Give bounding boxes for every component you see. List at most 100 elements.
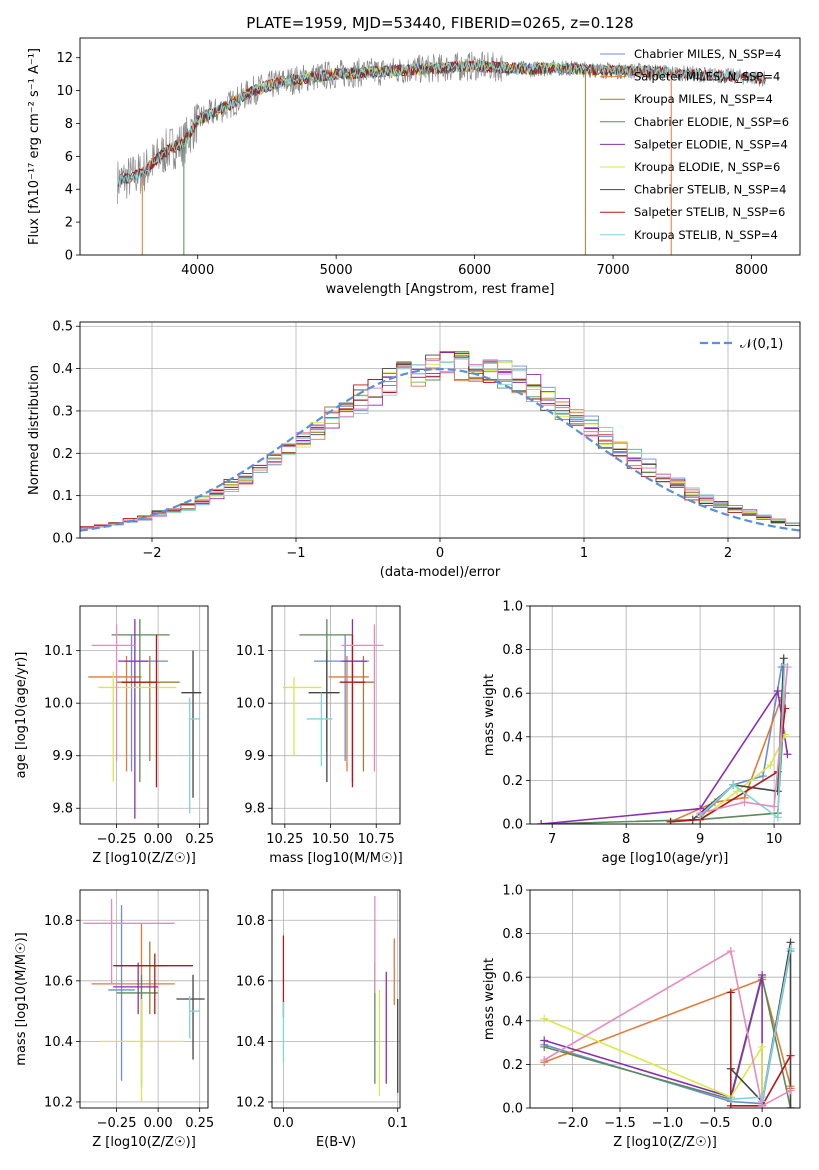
- residuals-ytick-label: 0.1: [52, 489, 73, 504]
- series-line: [541, 688, 789, 824]
- mass-vs-Z-ytick-label: 10.6: [44, 974, 73, 989]
- series-line: [699, 664, 786, 820]
- massweight-vs-age-xtick-label: 9: [696, 832, 704, 847]
- age-vs-Z-xlabel: Z [log10(Z/Z☉)]: [92, 851, 196, 866]
- series-point: [758, 1101, 767, 1108]
- mass-vs-ebv-panel: 0.0 0.1 10.2 10.4 10.6 10.8 E(B-V): [236, 889, 408, 1150]
- residuals-ylabel: Normed distribution: [27, 365, 42, 495]
- mass-vs-Z-ytick-label: 10.2: [44, 1095, 73, 1110]
- series-point: [696, 809, 705, 818]
- series-point: [786, 1086, 795, 1095]
- spectrum-ytick-label: 4: [65, 183, 73, 198]
- mass-vs-ebv-frame: [271, 889, 401, 1109]
- mass-vs-ebv-xlabel: E(B-V): [316, 1135, 356, 1150]
- massweight-vs-age-ytick-label: 0.2: [502, 774, 523, 789]
- mass-vs-Z-ytick-label: 10.8: [44, 914, 73, 929]
- massweight-vs-Z-ytick-label: 1.0: [502, 884, 523, 899]
- massweight-vs-age-ytick-label: 1.0: [502, 600, 523, 615]
- series-line: [670, 697, 783, 823]
- age-vs-mass-xlabel: mass [log10(M/M☉)]: [269, 851, 402, 866]
- normal-curve: [80, 367, 800, 532]
- series-line: [692, 658, 785, 821]
- series-line: [730, 992, 792, 1107]
- massweight-vs-age-ytick-label: 0.6: [502, 687, 523, 702]
- spectrum-xtick-label: 5000: [320, 263, 353, 278]
- mass-vs-Z-xtick-label: 0.25: [185, 1116, 214, 1131]
- residuals-panel: −2 −1 0 1 2 0.0 0.1 0.2 0.3 0.4 0.5 (data-model)/er…: [27, 320, 801, 580]
- massweight-vs-age-ylabel: mass weight: [482, 674, 497, 756]
- mass-vs-Z-xtick-label: −0.25: [97, 1116, 137, 1131]
- series-point: [537, 820, 546, 824]
- legend-label: Salpeter ELODIE, N_SSP=4: [634, 137, 788, 151]
- massweight-vs-Z-xtick-label: −1.0: [652, 1116, 684, 1131]
- age-vs-mass-ytick-label: 9.8: [244, 802, 265, 817]
- series-point: [758, 971, 767, 980]
- residuals-xtick-label: −2: [142, 546, 161, 561]
- massweight-vs-Z-xtick-label: −1.5: [604, 1116, 636, 1131]
- mass-vs-ebv-xtick-label: 0.0: [273, 1116, 294, 1131]
- series-line: [543, 949, 791, 1108]
- residuals-ytick-label: 0.2: [52, 447, 73, 462]
- massweight-vs-Z-xlabel: Z [log10(Z/Z☉)]: [613, 1135, 717, 1150]
- series-point: [786, 944, 795, 953]
- age-vs-Z-panel: −0.25 0.00 0.25 9.8 9.9 10.0 10.1 Z [log10(Z/Z☉…: [14, 605, 214, 866]
- residuals-plot: [80, 351, 800, 532]
- spectrum-xtick-label: 7000: [597, 263, 630, 278]
- series-point: [783, 750, 792, 759]
- observed-spectrum: [117, 51, 766, 205]
- age-vs-mass-ytick-label: 10.1: [236, 644, 265, 659]
- massweight-vs-Z-panel: −2.0 −1.5 −1.0 −0.5 0.0 0.0 0.2 0.4 0.6 0.8 1.0 Z […: [482, 884, 801, 1150]
- massweight-vs-Z-plot: [540, 938, 795, 1108]
- series-point: [540, 1056, 549, 1065]
- age-vs-mass-frame: [271, 605, 401, 825]
- series-point: [666, 817, 675, 824]
- age-vs-Z-xtick-label: 0.25: [185, 832, 214, 847]
- age-vs-Z-ytick-label: 9.9: [52, 749, 73, 764]
- residuals-xtick-label: 1: [580, 546, 588, 561]
- massweight-vs-age-ytick-label: 0.4: [502, 730, 523, 745]
- spectrum-plot: [116, 51, 766, 255]
- series-point: [733, 787, 742, 796]
- mass-vs-Z-ylabel: mass [log10(M/M☉)]: [14, 932, 29, 1065]
- age-vs-mass-ytick-label: 9.9: [244, 749, 265, 764]
- series-point: [786, 1104, 795, 1108]
- residuals-ytick-label: 0.4: [52, 362, 73, 377]
- series-point: [759, 772, 768, 781]
- series-line: [541, 693, 786, 824]
- series-point: [740, 798, 749, 807]
- series-line: [543, 1017, 763, 1106]
- series-point: [540, 1014, 549, 1023]
- series-line: [699, 666, 789, 814]
- massweight-vs-Z-ytick-label: 0.0: [502, 1102, 523, 1117]
- mass-vs-Z-xlabel: Z [log10(Z/Z☉)]: [92, 1135, 196, 1150]
- legend-label: 𝒩(0,1): [740, 337, 783, 352]
- series-point: [726, 947, 735, 956]
- age-vs-Z-ytick-label: 10.1: [44, 644, 73, 659]
- residuals-xlabel: (data-model)/error: [380, 565, 501, 580]
- massweight-vs-age-plot: [537, 654, 792, 824]
- spectrum-xtick-label: 4000: [181, 263, 214, 278]
- massweight-vs-Z-xtick-label: 0.0: [752, 1116, 773, 1131]
- legend-label: Kroupa STELIB, N_SSP=4: [634, 228, 778, 242]
- spectrum-ylabel: Flux [fλ10⁻¹⁷ erg cm⁻² s⁻¹ A⁻¹]: [27, 48, 42, 245]
- series-point: [726, 1095, 735, 1104]
- residuals-ytick-label: 0.5: [52, 320, 73, 335]
- age-vs-Z-xtick-label: 0.00: [144, 832, 173, 847]
- massweight-vs-age-xtick-label: 7: [548, 832, 556, 847]
- mass-vs-ebv-ytick-label: 10.4: [236, 1035, 265, 1050]
- series-point: [766, 761, 775, 770]
- age-vs-Z-ylabel: age [log10(age/yr)]: [14, 652, 29, 779]
- age-vs-mass-plot: [282, 619, 384, 788]
- legend-label: Chabrier STELIB, N_SSP=4: [634, 183, 786, 197]
- spectrum-frame: [79, 37, 801, 256]
- mass-vs-ebv-ytick-label: 10.6: [236, 974, 265, 989]
- massweight-vs-Z-ytick-label: 0.2: [502, 1058, 523, 1073]
- age-vs-Z-xtick-label: −0.25: [97, 832, 137, 847]
- series-point: [729, 780, 738, 789]
- age-vs-mass-xtick-label: 10.75: [358, 832, 395, 847]
- massweight-vs-age-xtick-label: 8: [622, 832, 630, 847]
- legend-label: Chabrier MILES, N_SSP=4: [634, 47, 781, 61]
- age-vs-mass-ytick-label: 10.0: [236, 697, 265, 712]
- legend-label: Kroupa MILES, N_SSP=4: [634, 92, 773, 106]
